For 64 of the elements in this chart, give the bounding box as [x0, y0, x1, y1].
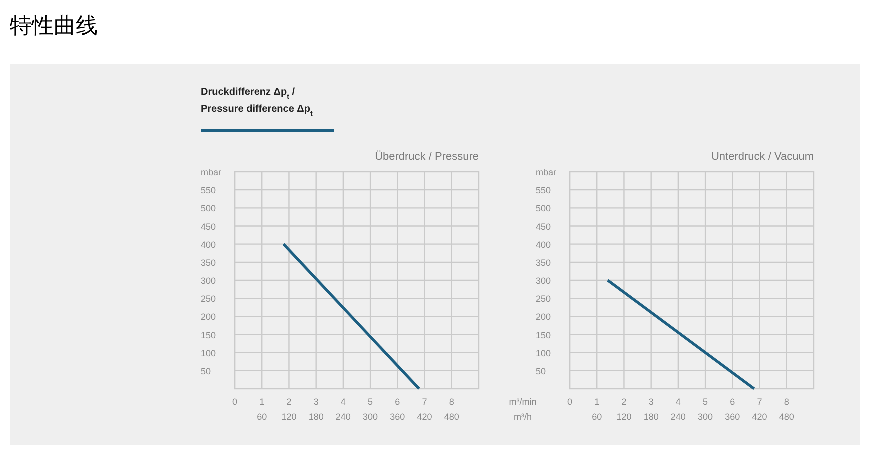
y-axis-title: mbar [201, 168, 222, 178]
x2-tick-label: 480 [779, 412, 794, 422]
x2-tick-label: 240 [670, 412, 686, 422]
x-tick-label: 0 [232, 397, 238, 407]
x-tick-label: 5 [368, 397, 374, 407]
y-tick-label: 150 [201, 330, 216, 340]
x-tick-label: 8 [449, 397, 454, 407]
x2-tick-label: 120 [282, 412, 297, 422]
y-tick-label: 150 [536, 330, 552, 340]
y-tick-label: 350 [201, 258, 216, 268]
y-tick-label: 500 [536, 204, 552, 214]
x2-tick-label: 180 [644, 412, 659, 422]
x2-tick-label: 300 [363, 412, 378, 422]
x-tick-label: 4 [340, 397, 346, 407]
x2-tick-label: 360 [390, 412, 406, 422]
x-tick-label: 7 [422, 397, 428, 407]
chart-subtitle: Überdruck / Pressure [375, 150, 479, 163]
x-tick-label: 3 [314, 397, 319, 407]
x-tick-label: 2 [286, 397, 292, 407]
x-tick-label: 0 [567, 397, 573, 407]
x-tick-label: 7 [757, 397, 762, 407]
x2-tick-label: 180 [308, 412, 324, 422]
y-tick-label: 300 [201, 276, 216, 286]
y-tick-label: 50 [536, 366, 546, 376]
y-tick-label: 200 [201, 312, 216, 322]
y-tick-label: 350 [536, 258, 552, 268]
y-tick-label: 250 [201, 294, 216, 304]
y-tick-label: 500 [201, 204, 216, 214]
y-tick-label: 50 [201, 366, 212, 376]
text: 特性曲线 [10, 13, 98, 38]
x2-tick-label: 60 [257, 412, 268, 422]
x2-tick-label: 420 [417, 412, 432, 422]
x-tick-label: 5 [703, 397, 708, 407]
x2-tick-label: 120 [616, 412, 632, 422]
y-tick-label: 550 [536, 186, 552, 196]
x2-tick-label: 240 [336, 412, 351, 422]
y-tick-label: 450 [201, 222, 216, 232]
text: Druckdifferenz Δp$_{t}$ / Pressure difference Δp$_{t}$ [201, 87, 314, 118]
x-tick-label: 6 [395, 397, 400, 407]
y-tick-label: 100 [536, 348, 552, 358]
x-tick-label: 3 [648, 397, 654, 407]
y-axis-title: mbar [536, 168, 557, 178]
y-tick-label: 400 [201, 240, 216, 250]
y-tick-label: 250 [536, 294, 552, 304]
x2-tick-label: 300 [698, 412, 714, 422]
x2-tick-label: 480 [444, 412, 460, 422]
y-tick-label: 200 [536, 312, 552, 322]
x-tick-label: 4 [676, 397, 681, 407]
x-tick-label: 8 [784, 397, 790, 407]
x2-tick-label: 420 [752, 412, 768, 422]
x-tick-label: 1 [594, 397, 600, 407]
y-tick-label: 450 [536, 222, 552, 232]
x-tick-label: 1 [260, 397, 265, 407]
x2-axis-title: m³/h [514, 412, 532, 422]
y-tick-label: 400 [536, 240, 552, 250]
x-tick-label: 6 [730, 397, 736, 407]
x-tick-label: 2 [622, 397, 627, 407]
y-tick-label: 100 [201, 348, 216, 358]
chart-subtitle: Unterdruck / Vacuum [711, 151, 814, 163]
y-tick-label: 550 [201, 186, 216, 196]
x2-tick-label: 60 [592, 412, 602, 422]
x-axis-title: m³/min [509, 397, 537, 407]
y-tick-label: 300 [536, 276, 552, 286]
x2-tick-label: 360 [725, 412, 740, 422]
